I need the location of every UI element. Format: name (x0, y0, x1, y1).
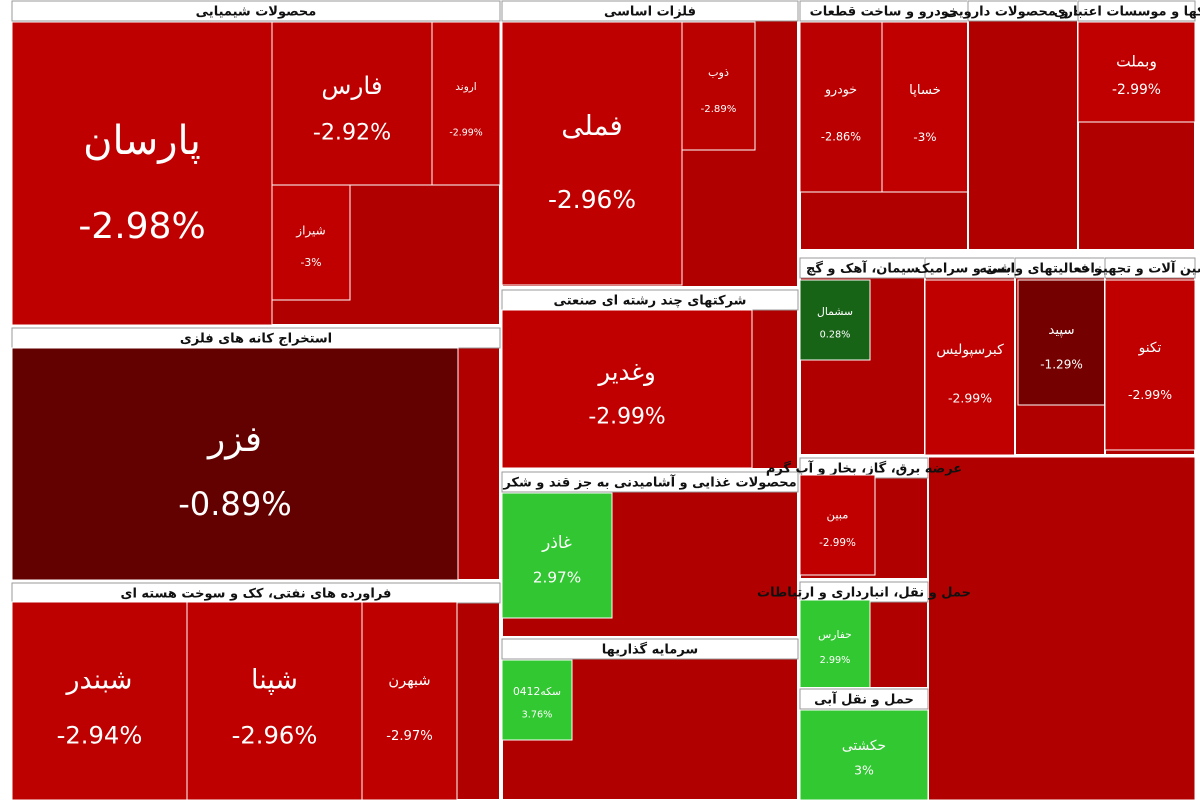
tile-change: -2.99% (948, 391, 992, 406)
sector-title: حمل و نقل آبی (814, 691, 914, 708)
tile-change: -2.99% (449, 127, 482, 138)
sector-title: فلزات اساسی (604, 5, 696, 20)
tile-change: -2.96% (232, 722, 318, 750)
tile-change: -3% (300, 256, 321, 269)
tile-change: -2.86% (821, 130, 861, 144)
sector-title: عرضه برق، گاز، بخار و آب گرم (766, 460, 962, 477)
tile (799, 21, 883, 193)
tile-change: -2.89% (701, 104, 737, 115)
tile (271, 184, 351, 301)
tile (431, 21, 501, 186)
sector-header (501, 0, 799, 22)
tile-change: -2.99% (1112, 82, 1161, 98)
tile (271, 21, 433, 186)
tile-name: مبین (827, 508, 849, 523)
tile-name: کبرسپولیس (936, 342, 1004, 358)
sector-title: حمل و نقل، انبارداری و ارتباطات (757, 586, 971, 601)
sector-header (501, 638, 799, 660)
tile (1104, 279, 1196, 451)
tile-name: وبملت (1116, 53, 1157, 71)
tile (11, 601, 188, 800)
sector-title: کاشی و سرامیک (916, 262, 1024, 277)
tile-change: -2.92% (313, 119, 391, 145)
tile-name: خودرو (824, 82, 857, 98)
tile-name: شبندر (65, 665, 133, 696)
tile (186, 601, 363, 800)
sector-title: محصولات شیمیایی (196, 5, 317, 20)
tile-name: فملی (561, 109, 623, 142)
tile-change: -2.99% (588, 404, 665, 429)
sector-header (1104, 257, 1196, 279)
tile-change: -0.89% (178, 485, 292, 523)
tile-change: -2.99% (819, 537, 856, 549)
sector-header (799, 688, 929, 710)
tile-name: فارس (321, 71, 382, 100)
tile-name: غاذر (541, 532, 572, 552)
sector-title: فراورده های نفتی، کک و سوخت هسته ای (121, 587, 392, 602)
tile-name: اروند (455, 81, 476, 93)
sector-title: شرکتهای چند رشته ای صنعتی (554, 294, 747, 309)
minor-sectors (927, 456, 1196, 800)
tile (361, 601, 458, 800)
sector-title: محصولات غذایی و آشامیدنی به جز قند و شکر (502, 474, 796, 491)
tile-name: شبهرن (388, 672, 430, 689)
tile (501, 659, 573, 741)
sector-title: سرمایه گذاریها (602, 642, 698, 658)
tile (501, 492, 613, 619)
sector-header (1077, 0, 1196, 22)
tile-name: ذوب (708, 66, 729, 79)
tile (501, 21, 683, 286)
tile-change: -3% (913, 130, 936, 144)
tile-name: حفارس (818, 628, 852, 641)
sector-header (11, 0, 501, 22)
tile-name: پارسان (83, 118, 201, 164)
tile-name: سشمال (817, 305, 853, 318)
tile (11, 21, 273, 326)
tile (1077, 21, 1196, 123)
tile (11, 347, 459, 581)
tile (799, 474, 876, 576)
tile-name: سپید (1048, 323, 1074, 338)
sector-title: رایانه و فعالیتهای وابسته (979, 262, 1141, 277)
tile (501, 309, 753, 469)
sector-header (501, 471, 799, 493)
sector-title: خودرو و ساخت قطعات (810, 5, 959, 20)
tile (881, 21, 969, 193)
tile-change: -2.96% (548, 185, 636, 214)
tile-name: وغدیر (596, 357, 655, 386)
sector-title: بانکها و موسسات اعتباری (1054, 5, 1200, 20)
sector-title: سیمان، آهک و گچ (806, 260, 919, 277)
tile-name: خساپا (909, 83, 941, 98)
tile-name: شپنا (251, 665, 298, 696)
tile-change: 2.97% (533, 569, 581, 587)
tile-change: 3% (854, 763, 874, 778)
sector-title: استخراج کانه های فلزی (180, 332, 332, 347)
tile-name: فزر (206, 419, 262, 460)
tile (924, 279, 1016, 456)
tile-change: 3.76% (522, 709, 553, 720)
tile (681, 21, 756, 151)
tile-change: -2.94% (57, 722, 143, 750)
tile-name: سکه0412 (513, 685, 561, 698)
tile-change: 2.99% (820, 655, 851, 666)
tile-name: تکنو (1138, 340, 1162, 356)
tile-change: -2.99% (1128, 387, 1172, 402)
tile-change: -1.29% (1040, 358, 1083, 372)
tile-change: -2.98% (78, 206, 205, 247)
tile-change: -2.97% (386, 729, 433, 744)
tile-name: شیراز (295, 224, 325, 239)
tile (799, 599, 871, 689)
sector (967, 0, 1079, 251)
tile (799, 709, 929, 800)
sector-title: مواد و محصولات دارویی (946, 5, 1101, 20)
tile-change: 0.28% (820, 329, 851, 340)
tile (1017, 279, 1106, 406)
tile-name: حکشتی (842, 738, 886, 754)
tile (799, 279, 871, 361)
sector-title: ماشین آلات و تجهیزات (1077, 260, 1200, 277)
